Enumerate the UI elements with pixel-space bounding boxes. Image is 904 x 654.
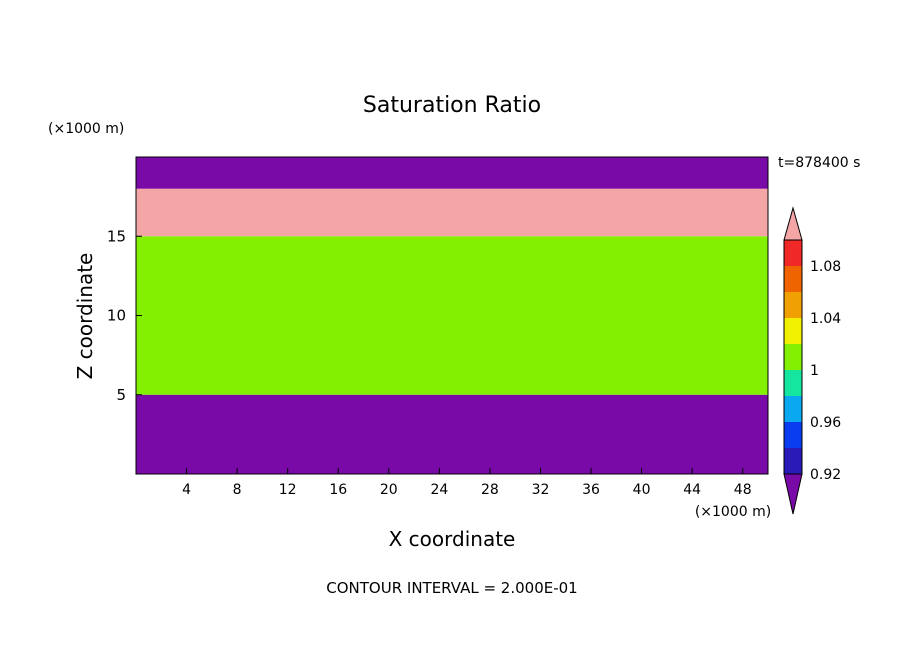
colorbar-band [784,292,802,318]
x-tick-label: 8 [233,482,242,498]
colorbar-band [784,448,802,474]
x-tick-label: 12 [279,482,297,498]
colorbar-frame [783,239,803,475]
colorbar-band [784,370,802,396]
x-tick-label: 4 [182,482,191,498]
colorbar-tick-label: 1.04 [810,311,841,327]
colorbar-tick-label: 0.96 [810,415,841,431]
x-tick-label: 44 [683,482,701,498]
contour-interval-footer: CONTOUR INTERVAL = 2.000E-01 [326,579,577,597]
x-axis: 4 8 12 16 20 24 28 32 36 40 44 48 [182,468,752,498]
x-tick-label: 16 [329,482,347,498]
y-unit-label: (×1000 m) [48,121,124,137]
x-unit-label: (×1000 m) [695,504,771,520]
field-layer [136,188,768,237]
saturation-field [136,157,768,474]
colorbar-band [784,240,802,266]
x-tick-label: 20 [380,482,398,498]
colorbar-tick-label: 1 [810,363,819,379]
colorbar-bottom-arrow [783,473,803,515]
time-label: t=878400 s [778,155,860,171]
x-tick-label: 24 [430,482,448,498]
colorbar-band [784,396,802,422]
x-tick-label: 40 [633,482,651,498]
y-axis: 5 10 15 [107,227,142,404]
x-tick-label: 32 [532,482,550,498]
colorbar-band [784,318,802,344]
colorbar-tick-label: 1.08 [810,259,841,275]
y-tick-label: 15 [107,227,126,245]
x-tick-label: 36 [582,482,600,498]
colorbar-band [784,422,802,448]
colorbar-top-arrow [783,206,803,241]
y-axis-label: Z coordinate [73,253,97,380]
x-axis-label: X coordinate [389,527,516,551]
colorbar-band [784,344,802,370]
x-tick-label: 28 [481,482,499,498]
y-tick-label: 10 [107,307,126,325]
field-layer [136,236,768,395]
x-tick-label: 48 [734,482,752,498]
colorbar-tick-label: 0.92 [810,467,841,483]
colorbar: 0.92 0.96 1 1.04 1.08 [783,206,841,515]
colorbar-band [784,266,802,292]
field-layer [136,157,768,189]
field-layer [136,394,768,474]
y-tick-label: 5 [116,386,126,404]
chart-title: Saturation Ratio [363,93,541,118]
